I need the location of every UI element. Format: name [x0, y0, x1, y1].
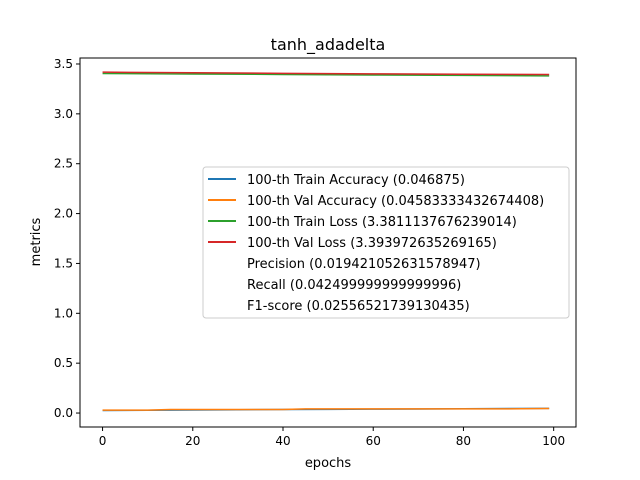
series-line-val-accuracy — [102, 407, 550, 411]
x-tick-label: 0 — [99, 434, 107, 448]
series-layer — [102, 71, 550, 412]
y-tick-label: 2.0 — [54, 207, 73, 221]
y-tick-label: 0.5 — [54, 356, 73, 370]
legend-box — [202, 166, 570, 319]
legend-label-val-accuracy: 100-th Val Accuracy (0.04583333432674408… — [247, 194, 544, 209]
x-tick-label: 20 — [185, 434, 200, 448]
legend-label-f1-score: F1-score (0.02556521739130435) — [247, 299, 470, 314]
legend-label-train-loss: 100-th Train Loss (3.3811137676239014) — [247, 215, 517, 230]
plot-frame — [79, 57, 577, 428]
legend-label-val-loss: 100-th Val Loss (3.393972635269165) — [247, 236, 497, 251]
y-axis: 0.0 0.5 1.0 1.5 2.0 2.5 3.0 3.5 — [54, 57, 80, 420]
y-tick-label: 3.0 — [54, 107, 73, 121]
x-tick-label: 40 — [275, 434, 290, 448]
x-tick-label: 80 — [456, 434, 471, 448]
x-tick-label: 60 — [366, 434, 381, 448]
y-tick-label: 1.5 — [54, 256, 73, 270]
legend: 100-th Train Accuracy (0.046875) 100-th … — [202, 166, 570, 319]
y-tick-label: 0.0 — [54, 406, 73, 420]
legend-label-precision: Precision (0.019421052631578947) — [247, 257, 481, 272]
x-tick-label: 100 — [542, 434, 565, 448]
x-axis-label: epochs — [305, 456, 352, 471]
series-line-train-loss — [102, 72, 550, 77]
y-axis-label: metrics — [29, 217, 44, 266]
chart-title: tanh_adadelta — [271, 35, 386, 55]
y-tick-label: 2.5 — [54, 157, 73, 171]
y-tick-label: 3.5 — [54, 57, 73, 71]
legend-label-recall: Recall (0.042499999999999996) — [247, 278, 461, 293]
x-axis: 0 20 40 60 80 100 — [99, 427, 565, 448]
legend-label-train-accuracy: 100-th Train Accuracy (0.046875) — [247, 173, 465, 188]
y-tick-label: 1.0 — [54, 306, 73, 320]
series-line-val-loss — [102, 71, 550, 76]
